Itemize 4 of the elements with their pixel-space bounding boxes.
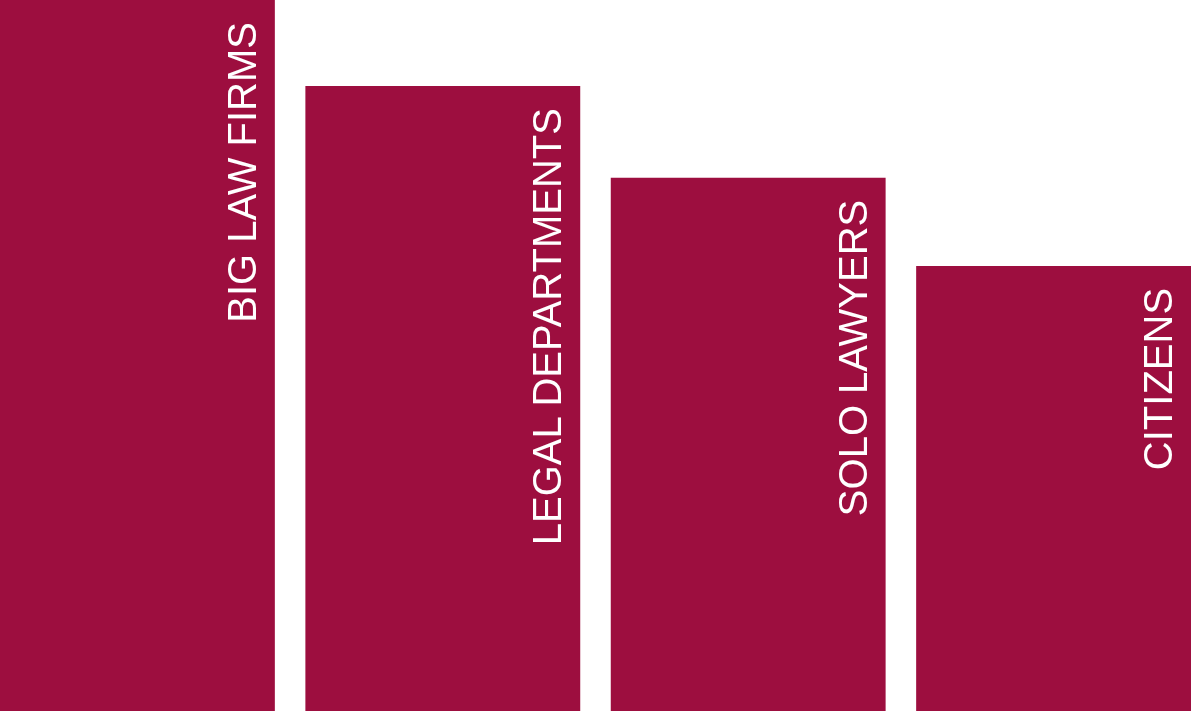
x-tick-label: SOLO LAWYERS xyxy=(830,199,875,517)
x-tick-label: LEGAL DEPARTMENTS xyxy=(525,108,570,546)
x-tick-label: CITIZENS xyxy=(1136,287,1181,471)
x-tick-label: BIG LAW FIRMS xyxy=(219,22,264,323)
